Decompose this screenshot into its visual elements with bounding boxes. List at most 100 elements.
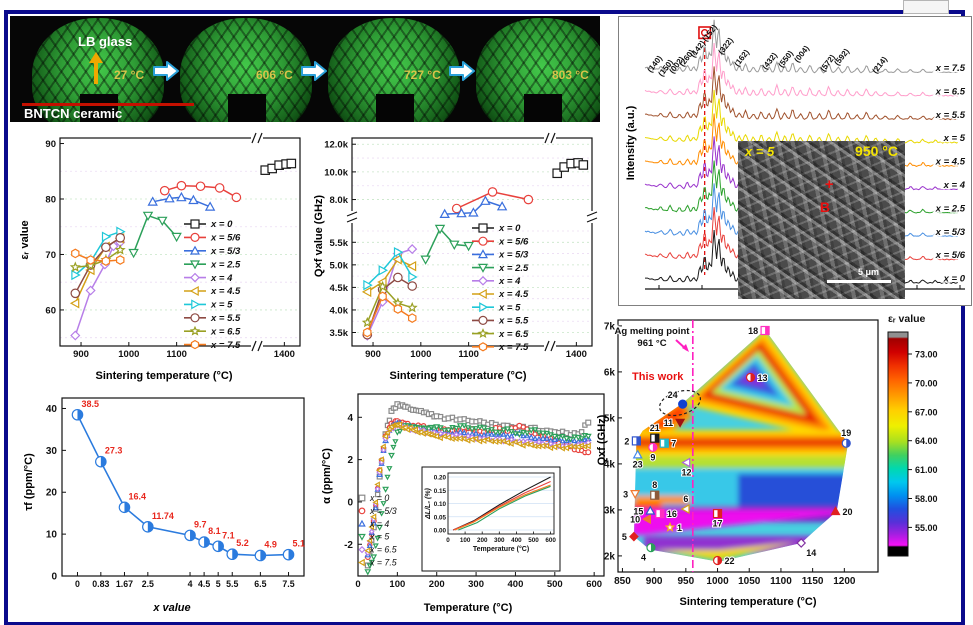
tauf-chart-canvas: 0 10 20 30 40 0 0.83 1.67 2.5 4 4.5 5 5.5 6.5 7.5 38.5 2… [46, 397, 305, 589]
qxf-x-axis-label: Sintering temperature (°C) [389, 370, 527, 382]
svg-text:(592): (592) [832, 47, 851, 68]
svg-text:4.0k: 4.0k [330, 305, 349, 316]
svg-text:7.5: 7.5 [282, 579, 294, 589]
svg-text:x = 5/3: x = 5/3 [498, 250, 529, 261]
svg-text:1400: 1400 [274, 349, 295, 360]
svg-text:900: 900 [73, 349, 89, 360]
er-y-axis-label: εᵣ value [19, 220, 31, 260]
thermal-expansion-inset: 0.00 0.05 0.10 0.15 0.20 0 100 200 300 400 500 600 T… [421, 466, 561, 572]
svg-text:x = 5/3: x = 5/3 [369, 506, 397, 516]
svg-text:5.2: 5.2 [236, 538, 249, 548]
xrd-trace [644, 89, 958, 144]
svg-text:961 °C: 961 °C [637, 338, 666, 349]
svg-text:10: 10 [630, 515, 640, 525]
bntcn-ceramic-label: BNTCN ceramic [24, 106, 123, 121]
svg-text:200: 200 [477, 537, 488, 544]
temperature-label: 803 °C [552, 68, 589, 82]
svg-text:x = 4.5: x = 4.5 [210, 286, 241, 297]
chart-legend: x = 0 x = 5/6 x = 5/3 x = 2.5 x = 4 x = 4.5 x … [184, 219, 241, 351]
svg-text:5.5: 5.5 [226, 579, 238, 589]
svg-text:x = 6.5: x = 6.5 [210, 326, 241, 337]
sem-point-marker: + [824, 175, 834, 193]
svg-text:1200: 1200 [833, 576, 856, 587]
svg-text:200: 200 [429, 579, 445, 590]
svg-text:8.0k: 8.0k [330, 195, 349, 206]
sample-shadow [228, 94, 266, 122]
tauf-vs-x-chart: 0 10 20 30 40 0 0.83 1.67 2.5 4 4.5 5 5.5 6.5 7.5 38.5 2… [12, 386, 312, 620]
svg-text:x = 4: x = 4 [210, 273, 233, 284]
svg-text:2: 2 [624, 436, 629, 446]
sem-composition-label: x = 5 [745, 144, 775, 159]
svg-text:16.4: 16.4 [128, 491, 146, 501]
temperature-label: 727 °C [404, 68, 441, 82]
svg-text:x = 5.5: x = 5.5 [210, 313, 241, 324]
svg-text:x = 0: x = 0 [210, 219, 233, 230]
contour-x-axis-label: Sintering temperature (°C) [679, 596, 817, 608]
svg-text:21: 21 [650, 423, 660, 433]
sample-shadow [80, 94, 118, 122]
svg-text:23: 23 [633, 460, 643, 470]
svg-text:0.15: 0.15 [434, 488, 447, 495]
chart-legend: x = 0 x = 5/6 x = 5/3 x = 2.5 x = 4 x = 4.5 x … [472, 223, 529, 353]
svg-text:500: 500 [547, 579, 563, 590]
svg-text:950: 950 [677, 576, 694, 587]
svg-text:x = 2.5: x = 2.5 [210, 259, 241, 270]
svg-text:67.00: 67.00 [915, 407, 938, 417]
svg-text:11.74: 11.74 [152, 511, 174, 521]
svg-text:19: 19 [841, 428, 851, 438]
svg-text:1100: 1100 [458, 349, 479, 360]
er-x-axis-label: Sintering temperature (°C) [95, 370, 233, 382]
xrd-trace-labels: x = 7.5 x = 6.5 x = 5.5 x = 5 x = 4.5 x = 4 x … [933, 62, 967, 286]
svg-text:600: 600 [545, 537, 556, 544]
svg-text:x = 7.5: x = 7.5 [935, 63, 966, 74]
up-arrow-icon [94, 62, 98, 84]
up-arrow-icon [89, 52, 103, 63]
svg-text:20: 20 [842, 507, 852, 517]
svg-text:x = 5/6: x = 5/6 [935, 250, 966, 261]
secondary-phase-marker [698, 26, 712, 275]
svg-text:4.9: 4.9 [264, 539, 277, 549]
contour-y-axis-label: Qxf (GHz) [596, 414, 608, 466]
svg-text:2: 2 [347, 455, 353, 466]
er-vs-sintering-temperature-chart: 60 70 80 90 900 1000 1100 1400 x = 0 x = 5/6 x = 5… [14, 126, 306, 388]
this-work-annotation: This work [632, 371, 702, 417]
svg-text:5k: 5k [604, 413, 616, 424]
sem-scale-label: 5 μm [857, 267, 879, 277]
tauf-x-axis-label: x value [153, 602, 191, 614]
sem-scale-bar [827, 280, 891, 283]
ceramic-sample-photo [180, 18, 312, 122]
ceramic-sample-photo [476, 18, 600, 122]
xrd-trace [644, 43, 958, 97]
svg-text:6k: 6k [604, 367, 616, 378]
svg-text:1: 1 [677, 523, 682, 533]
er-chart-canvas: 60 70 80 90 900 1000 1100 1400 x = 0 x = 5/6 x = 5… [45, 132, 301, 360]
svg-text:5.0k: 5.0k [330, 260, 349, 271]
svg-text:1150: 1150 [802, 576, 824, 587]
qxf-y-axis-label: Q×f value (GHz) [313, 194, 325, 278]
sample-shadow [376, 94, 414, 122]
svg-text:5: 5 [622, 532, 627, 542]
svg-text:x = 2.5: x = 2.5 [498, 263, 529, 274]
svg-text:0.10: 0.10 [434, 501, 447, 508]
svg-text:x = 5: x = 5 [943, 133, 966, 144]
svg-text:100: 100 [460, 537, 471, 544]
svg-text:x = 5/3: x = 5/3 [935, 227, 966, 238]
svg-text:x = 7.5: x = 7.5 [210, 340, 241, 351]
sem-micrograph-inset: x = 5 950 °C + B 5 μm [738, 141, 905, 299]
page-corner-tab [903, 0, 949, 14]
svg-text:0: 0 [51, 572, 57, 583]
svg-text:58.00: 58.00 [915, 494, 938, 504]
svg-text:6: 6 [683, 494, 688, 504]
svg-text:x = 7.5: x = 7.5 [369, 558, 397, 568]
svg-text:1000: 1000 [410, 349, 431, 360]
svg-text:8: 8 [652, 480, 657, 490]
svg-text:x = 5: x = 5 [369, 532, 389, 542]
svg-text:14: 14 [806, 548, 816, 558]
flow-arrow-icon [449, 61, 475, 81]
xrd-patterns-panel: (140) (150) (002) (260) (142) (152) (322) (162)… [618, 16, 972, 306]
svg-text:1000: 1000 [706, 576, 729, 587]
xrd-trace [644, 19, 958, 74]
